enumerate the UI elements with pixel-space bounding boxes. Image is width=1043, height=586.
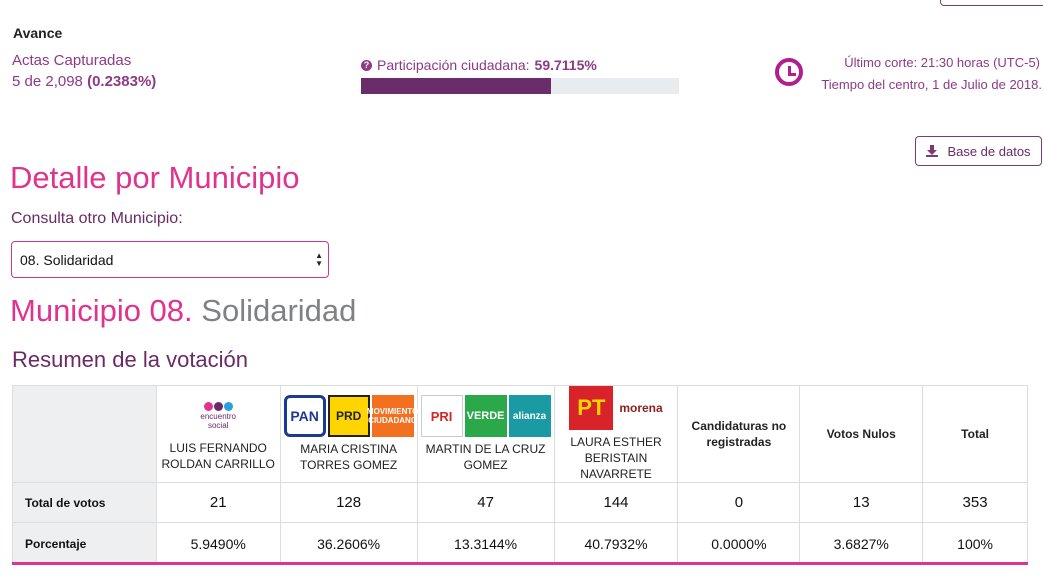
movimiento-ciudadano-logo-icon: MOVIMIENTO CIUDADANO: [367, 395, 418, 437]
vote-cell: 0: [677, 482, 801, 523]
percentage-cell: 40.7932%: [553, 522, 679, 565]
municipio-name: Solidaridad: [201, 293, 357, 328]
encuentro-social-logo-icon: encuentro social: [196, 396, 240, 436]
municipio-number: Municipio 08.: [10, 293, 193, 328]
pri-logo-icon: PRI: [420, 395, 463, 437]
table-row: Total de votos 21 128 47 144 0 13 353: [12, 482, 1028, 523]
results-table: encuentro social LUIS FERNANDO ROLDAN CA…: [12, 385, 1028, 565]
percentage-cell: 3.6827%: [799, 522, 924, 565]
top-right-button-edge[interactable]: [940, 0, 1043, 6]
participation-value: 59.7115%: [534, 57, 597, 73]
pt-logo-icon: PT: [569, 386, 614, 430]
table-header-row: encuentro social LUIS FERNANDO ROLDAN CA…: [12, 385, 1028, 483]
actas-capturadas-label: Actas Capturadas: [12, 52, 132, 69]
participation-text: Participación ciudadana:: [377, 57, 530, 73]
actas-percentage: (0.2383%): [87, 73, 157, 90]
candidate-header-3: PRI VERDE alianza MARTIN DE LA CRUZ GOME…: [416, 385, 555, 483]
actas-count: 5 de 2,098: [12, 73, 83, 90]
percentage-cell: 13.3144%: [416, 522, 555, 565]
candidate-name: MARIA CRISTINA TORRES GOMEZ: [300, 442, 398, 472]
avance-label: Avance: [13, 25, 63, 41]
verde-logo-icon: VERDE: [464, 395, 507, 437]
percentage-cell: 5.9490%: [155, 522, 281, 565]
question-circle-icon[interactable]: ?: [361, 59, 372, 71]
database-download-button[interactable]: Base de datos: [915, 136, 1042, 166]
header-total: Total: [922, 385, 1028, 483]
pan-logo-icon: PAN: [283, 395, 326, 437]
header-votos-nulos: Votos Nulos: [799, 385, 924, 483]
vote-cell: 21: [155, 482, 281, 523]
last-cutoff-time: Último corte: 21:30 horas (UTC-5): [844, 55, 1040, 70]
table-row: Porcentaje 5.9490% 36.2606% 13.3144% 40.…: [12, 522, 1028, 565]
download-icon: [926, 145, 939, 157]
percentage-cell: 0.0000%: [677, 522, 801, 565]
participation-progress-bar: [361, 78, 679, 94]
candidate-header-4: PT morena LAURA ESTHER BERISTAIN NAVARRE…: [553, 385, 679, 483]
percentage-cell: 36.2606%: [279, 522, 418, 565]
vote-cell: 47: [416, 482, 555, 523]
candidate-name: MARTIN DE LA CRUZ GOMEZ: [425, 442, 546, 472]
page-title: Detalle por Municipio: [10, 160, 300, 195]
select-arrows-icon: ▲ ▼: [315, 251, 323, 268]
prd-logo-icon: PRD: [327, 395, 370, 437]
vote-cell: 353: [922, 482, 1028, 523]
morena-logo-icon: morena: [619, 401, 663, 415]
municipio-select[interactable]: 08. Solidaridad ▲ ▼: [11, 241, 329, 278]
candidate-header-1: encuentro social LUIS FERNANDO ROLDAN CA…: [155, 385, 281, 483]
percentage-cell: 100%: [922, 522, 1028, 565]
header-empty-cell: [12, 385, 157, 483]
nueva-alianza-logo-icon: alianza: [508, 395, 551, 437]
row-label: Porcentaje: [12, 522, 157, 565]
timezone-date: Tiempo del centro, 1 de Julio de 2018.: [821, 77, 1042, 92]
table-bottom-border: [12, 562, 1028, 565]
candidate-name: LAURA ESTHER BERISTAIN NAVARRETE: [570, 435, 662, 481]
vote-cell: 13: [799, 482, 924, 523]
candidate-name: LUIS FERNANDO ROLDAN CARRILLO: [161, 441, 275, 471]
candidate-header-2: PAN PRD MOVIMIENTO CIUDADANO MARIA CRIST…: [279, 385, 418, 483]
row-label: Total de votos: [12, 482, 157, 523]
municipio-select-label: Consulta otro Municipio:: [11, 210, 183, 227]
database-button-label: Base de datos: [947, 143, 1031, 159]
actas-capturadas-value: 5 de 2,098 (0.2383%): [12, 73, 156, 90]
vote-cell: 128: [279, 482, 418, 523]
vote-cell: 144: [553, 482, 679, 523]
municipio-heading: Municipio 08. Solidaridad: [10, 293, 356, 329]
header-candidaturas-no-registradas: Candidaturas no registradas: [677, 385, 801, 483]
participation-label: ? Participación ciudadana: 59.7115%: [361, 57, 597, 73]
municipio-selected-value: 08. Solidaridad: [20, 251, 114, 268]
clock-icon: [775, 58, 803, 86]
summary-title: Resumen de la votación: [12, 347, 249, 372]
participation-progress-fill: [361, 78, 551, 94]
